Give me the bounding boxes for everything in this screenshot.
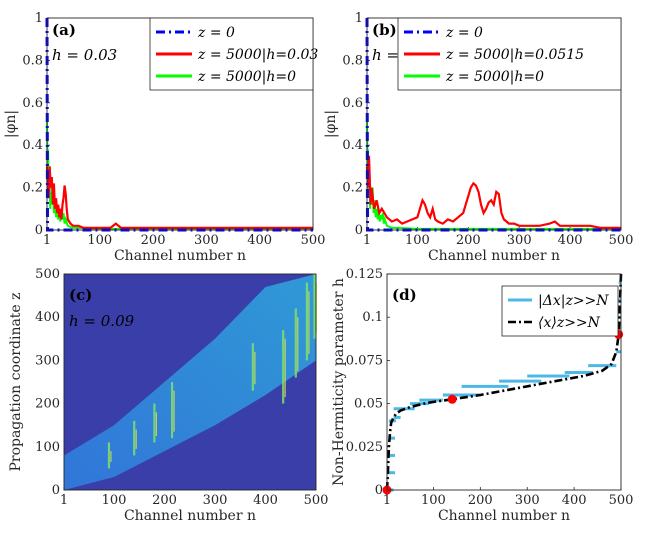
series-line-red — [45, 166, 313, 229]
legend-entry: z = 5000|h=0.03 — [197, 47, 318, 63]
panel-label: (a) — [52, 21, 76, 39]
x-tick-label: 400 — [247, 233, 272, 248]
x-tick-label: 200 — [456, 233, 481, 248]
y-tick-label: 400 — [35, 310, 60, 325]
legend-entry: z = 5000|h=0 — [445, 69, 544, 85]
y-tick-label: 0.125 — [346, 267, 383, 282]
series-line-red — [365, 155, 621, 229]
legend: |Δx|z>>N ⟨x⟩z>>N — [501, 285, 619, 337]
y-tick-label: 0.05 — [354, 397, 383, 412]
x-tick-label: 300 — [203, 493, 228, 508]
y-axis-label: Propagation coordinate z — [8, 292, 24, 471]
y-axis-label: |φn| — [3, 110, 19, 138]
h-value-label: h = 0.03 — [52, 46, 117, 64]
x-tick-label: 500 — [609, 493, 634, 508]
panel-label: (c) — [69, 286, 92, 304]
y-tick-label: 0.8 — [342, 53, 363, 68]
axes-frame — [63, 273, 317, 491]
series-line-green — [46, 115, 313, 230]
heatmap-band — [64, 274, 316, 490]
y-tick-label: 0.6 — [342, 96, 363, 111]
x-tick-label: 200 — [468, 493, 493, 508]
panel-label: (b) — [372, 21, 397, 39]
x-tick-label: 500 — [304, 493, 329, 508]
legend: z = 0 z = 5000|h=0.0515 z = 5000|h=0 — [397, 17, 622, 91]
x-tick-label: 500 — [609, 233, 634, 248]
y-tick-label: 0.025 — [346, 440, 383, 455]
legend-entry: ⟨x⟩z>>N — [538, 315, 601, 331]
legend-box — [501, 285, 619, 337]
x-tick-label: 400 — [253, 493, 278, 508]
axes-frame — [386, 273, 622, 491]
x-axis-label: Channel number n — [428, 248, 560, 264]
panel-b: 1 100 200 300 400 500 0 0.2 0.4 0.6 0.8 1 Channel nu… — [323, 11, 633, 264]
y-tick-label: 500 — [35, 267, 60, 282]
y-tick-label: 0 — [355, 223, 363, 238]
y-tick-label: 0.4 — [22, 138, 43, 153]
legend-entry: z = 0 — [445, 25, 483, 41]
x-tick-label: 400 — [558, 233, 583, 248]
y-tick-label: 0 — [52, 483, 60, 498]
y-tick-label: 0.4 — [342, 138, 363, 153]
series-line-green — [366, 115, 621, 230]
y-tick-label: 1 — [355, 11, 363, 26]
y-tick-label: 0.075 — [346, 353, 383, 368]
y-tick-label: 0 — [35, 223, 43, 238]
x-tick-label: 1 — [383, 493, 391, 508]
mean-x-line — [385, 273, 623, 491]
x-tick-label: 100 — [102, 493, 127, 508]
y-tick-label: 0.8 — [22, 53, 43, 68]
y-tick-label: 1 — [35, 11, 43, 26]
x-tick-label: 1 — [363, 233, 371, 248]
x-tick-label: 400 — [562, 493, 587, 508]
panel-d: 1 100 200 300 400 500 0 0.025 0.05 0.075 0.1 0.125 C… — [331, 267, 633, 524]
x-tick-label: 100 — [405, 233, 430, 248]
y-axis-label: |φn| — [323, 110, 339, 138]
y-tick-label: 0 — [375, 483, 383, 498]
marker-point — [447, 394, 457, 404]
panel-label: (d) — [392, 286, 417, 304]
legend-entry: z = 5000|h=0.0515 — [445, 47, 584, 63]
y-tick-label: 300 — [35, 353, 60, 368]
y-axis-label: Non-Hermiticity parameter h — [331, 278, 347, 486]
x-axis-label: Channel number n — [438, 508, 570, 524]
legend: z = 0 z = 5000|h=0.03 z = 5000|h=0 — [149, 17, 318, 91]
x-tick-label: 200 — [141, 233, 166, 248]
x-tick-label: 300 — [507, 233, 532, 248]
legend-entry: z = 0 — [197, 25, 235, 41]
legend-entry: |Δx|z>>N — [538, 293, 609, 309]
x-tick-label: 500 — [301, 233, 326, 248]
y-tick-label: 0.1 — [362, 310, 383, 325]
x-tick-label: 100 — [421, 493, 446, 508]
x-tick-label: 1 — [60, 493, 68, 508]
h-value-label: h = 0.09 — [69, 312, 135, 330]
x-axis-label: Channel number n — [114, 248, 246, 264]
panel-a: 1 100 200 300 400 500 0 0.2 0.4 0.6 0.8 1 Channel nu… — [3, 11, 325, 264]
x-tick-label: 1 — [43, 233, 51, 248]
panel-c: 1 100 200 300 400 500 0 100 200 300 400 500 Channel … — [8, 267, 328, 524]
x-axis-label: Channel number n — [124, 508, 256, 524]
y-tick-label: 0.2 — [22, 181, 43, 196]
x-tick-label: 100 — [87, 233, 112, 248]
y-tick-label: 0.2 — [342, 181, 363, 196]
y-tick-label: 0.6 — [22, 96, 43, 111]
y-tick-label: 100 — [35, 440, 60, 455]
x-tick-label: 300 — [194, 233, 219, 248]
y-tick-label: 200 — [35, 397, 60, 412]
x-tick-label: 200 — [152, 493, 177, 508]
legend-entry: z = 5000|h=0 — [197, 69, 296, 85]
x-tick-label: 300 — [515, 493, 540, 508]
